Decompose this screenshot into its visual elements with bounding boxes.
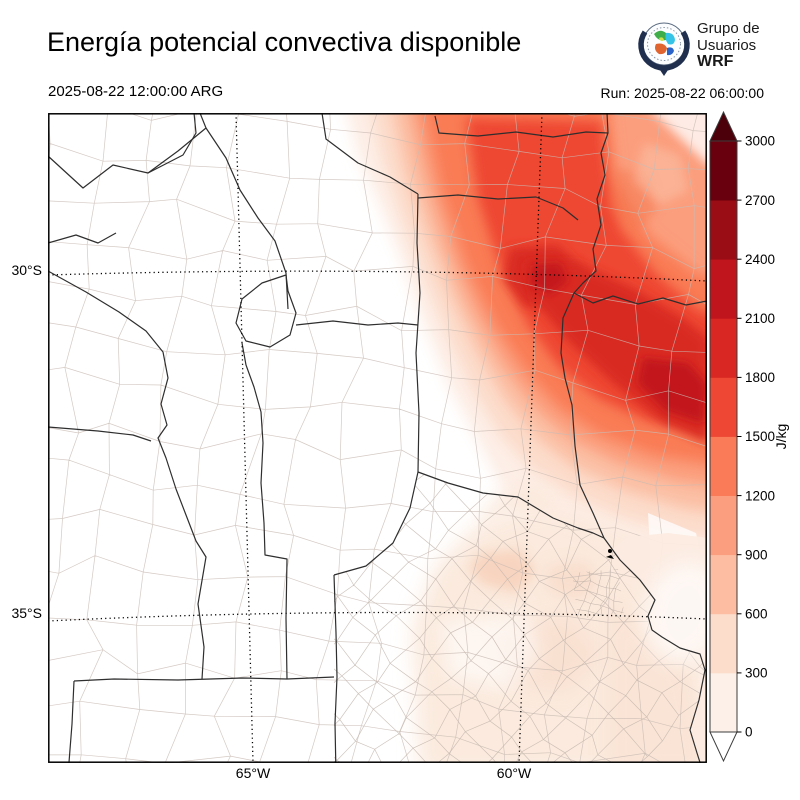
colorbar-tick-label: 900 xyxy=(745,547,768,562)
lon-tick-65w: 65°W xyxy=(235,765,271,781)
colorbar-scale: 0 300 600 900 1200 1500 1800 2100 2400 2700 3000 xyxy=(709,110,775,763)
cape-map-canvas xyxy=(48,113,707,763)
run-time-label: Run: 2025-08-22 06:00:00 xyxy=(600,85,764,101)
colorbar-tick-label: 3000 xyxy=(745,134,775,149)
colorbar-tick-label: 0 xyxy=(745,725,753,740)
colorbar-tick-label: 1500 xyxy=(745,429,775,444)
page-title: Energía potencial convectiva disponible xyxy=(47,27,522,57)
colorbar: 0 300 600 900 1200 1500 1800 2100 2400 2700 3000 J/… xyxy=(709,110,789,763)
colorbar-tick-label: 300 xyxy=(745,666,768,681)
lat-tick-35s: 35°S xyxy=(11,605,42,621)
wrf-users-group-logo xyxy=(638,22,690,76)
lat-tick-30s: 30°S xyxy=(11,262,42,278)
colorbar-tick-label: 2400 xyxy=(745,252,775,267)
colorbar-tick-label: 2700 xyxy=(745,193,775,208)
globe-icon xyxy=(638,22,690,76)
lon-tick-60w: 60°W xyxy=(496,765,532,781)
logo-line-wrf: WRF xyxy=(697,53,734,70)
colorbar-tick-label: 1200 xyxy=(745,488,775,503)
logo-text: Grupo de Usuarios WRF xyxy=(697,20,760,71)
valid-time-label: 2025-08-22 12:00:00 ARG xyxy=(48,83,224,100)
colorbar-tick-label: 2100 xyxy=(745,311,775,326)
logo-line-1: Grupo de xyxy=(697,20,760,37)
cape-filled-contours xyxy=(346,113,707,763)
logo-line-2: Usuarios xyxy=(697,36,757,54)
colorbar-tick-label: 600 xyxy=(745,607,768,622)
buenos-aires-marker xyxy=(606,549,614,559)
colorbar-tick-label: 1800 xyxy=(745,370,775,385)
graticule-gridlines xyxy=(48,113,707,763)
colorbar-units-label: J/kg xyxy=(773,424,789,450)
province-boundaries xyxy=(48,113,707,763)
